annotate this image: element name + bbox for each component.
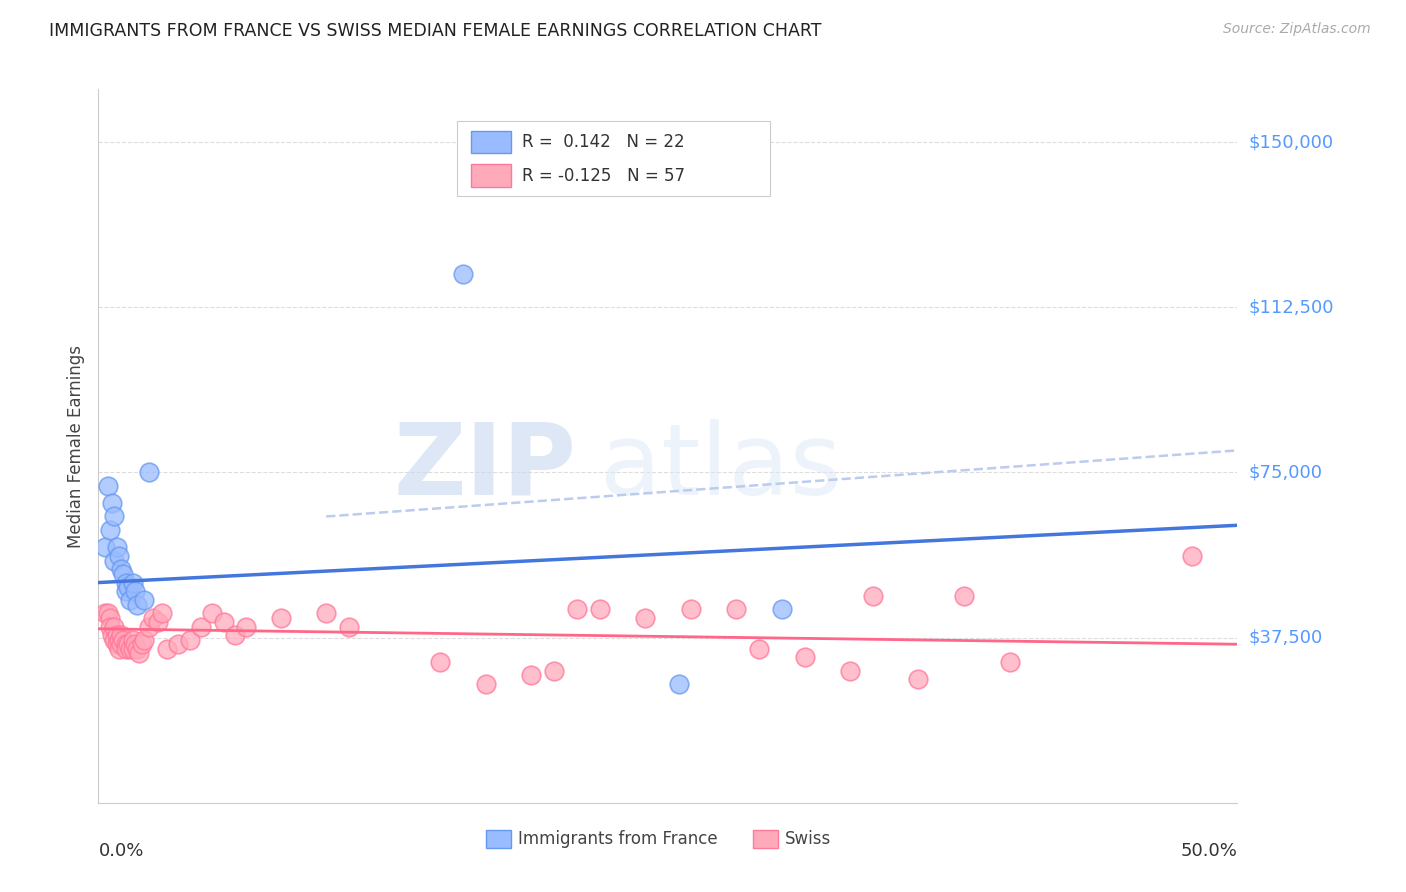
- Point: [98, 611, 121, 625]
- Point: [124, 584, 146, 599]
- Point: [103, 619, 125, 633]
- Point: [138, 466, 160, 480]
- Point: [668, 677, 690, 691]
- Point: [224, 628, 246, 642]
- Point: [315, 607, 337, 621]
- Point: [105, 628, 128, 642]
- Point: [94, 607, 117, 621]
- Point: [131, 637, 153, 651]
- Point: [121, 641, 143, 656]
- Point: [474, 677, 496, 691]
- Point: [1181, 549, 1204, 563]
- Point: [114, 637, 136, 651]
- Point: [190, 619, 212, 633]
- Point: [101, 496, 124, 510]
- Point: [565, 602, 588, 616]
- Point: [110, 562, 132, 576]
- Point: [953, 589, 976, 603]
- Text: $37,500: $37,500: [1249, 629, 1323, 647]
- Point: [337, 619, 360, 633]
- Point: [748, 641, 770, 656]
- Point: [543, 664, 565, 678]
- Point: [98, 523, 121, 537]
- Point: [520, 668, 543, 682]
- Point: [103, 632, 125, 647]
- Point: [862, 589, 884, 603]
- Text: $112,500: $112,500: [1249, 298, 1334, 317]
- Point: [117, 637, 139, 651]
- Point: [127, 598, 149, 612]
- Point: [451, 267, 474, 281]
- Text: 0.0%: 0.0%: [98, 842, 143, 860]
- Text: IMMIGRANTS FROM FRANCE VS SWISS MEDIAN FEMALE EARNINGS CORRELATION CHART: IMMIGRANTS FROM FRANCE VS SWISS MEDIAN F…: [49, 22, 821, 40]
- Point: [201, 607, 224, 621]
- Point: [679, 602, 702, 616]
- Point: [108, 641, 131, 656]
- Point: [103, 509, 125, 524]
- Point: [112, 566, 135, 581]
- Text: R = -0.125   N = 57: R = -0.125 N = 57: [522, 167, 685, 185]
- Point: [146, 615, 169, 630]
- Point: [121, 632, 143, 647]
- Point: [120, 593, 142, 607]
- Text: Source: ZipAtlas.com: Source: ZipAtlas.com: [1223, 22, 1371, 37]
- Text: R =  0.142   N = 22: R = 0.142 N = 22: [522, 133, 685, 151]
- Text: Swiss: Swiss: [785, 830, 831, 848]
- Point: [120, 641, 142, 656]
- Point: [998, 655, 1021, 669]
- Point: [121, 575, 143, 590]
- Point: [105, 637, 128, 651]
- Point: [429, 655, 451, 669]
- Bar: [485, 830, 510, 847]
- Point: [96, 478, 118, 492]
- Text: 50.0%: 50.0%: [1181, 842, 1237, 860]
- Bar: [754, 830, 779, 847]
- Point: [725, 602, 748, 616]
- Point: [770, 602, 793, 616]
- Text: ZIP: ZIP: [394, 419, 576, 516]
- Point: [94, 541, 117, 555]
- Text: $150,000: $150,000: [1249, 133, 1333, 151]
- Point: [110, 628, 132, 642]
- Point: [235, 619, 257, 633]
- Point: [270, 611, 292, 625]
- Y-axis label: Median Female Earnings: Median Female Earnings: [66, 344, 84, 548]
- Point: [156, 641, 179, 656]
- Point: [839, 664, 862, 678]
- Bar: [457, 121, 770, 196]
- Point: [212, 615, 235, 630]
- Point: [114, 584, 136, 599]
- Point: [142, 611, 165, 625]
- Point: [101, 628, 124, 642]
- Point: [108, 549, 131, 563]
- Point: [117, 580, 139, 594]
- Point: [98, 619, 121, 633]
- Point: [132, 632, 155, 647]
- Point: [103, 553, 125, 567]
- Point: [179, 632, 201, 647]
- Text: $75,000: $75,000: [1249, 464, 1323, 482]
- Point: [132, 593, 155, 607]
- Point: [114, 641, 136, 656]
- Point: [128, 646, 150, 660]
- Point: [96, 607, 118, 621]
- Point: [112, 632, 135, 647]
- Text: atlas: atlas: [599, 419, 841, 516]
- Point: [588, 602, 610, 616]
- Point: [124, 637, 146, 651]
- Point: [138, 619, 160, 633]
- Point: [105, 541, 128, 555]
- Point: [110, 637, 132, 651]
- Point: [114, 575, 136, 590]
- Bar: [471, 164, 510, 187]
- Bar: [471, 130, 510, 153]
- Point: [793, 650, 815, 665]
- Point: [150, 607, 173, 621]
- Point: [167, 637, 190, 651]
- Point: [634, 611, 657, 625]
- Point: [127, 641, 149, 656]
- Point: [108, 632, 131, 647]
- Text: Immigrants from France: Immigrants from France: [517, 830, 717, 848]
- Point: [907, 673, 929, 687]
